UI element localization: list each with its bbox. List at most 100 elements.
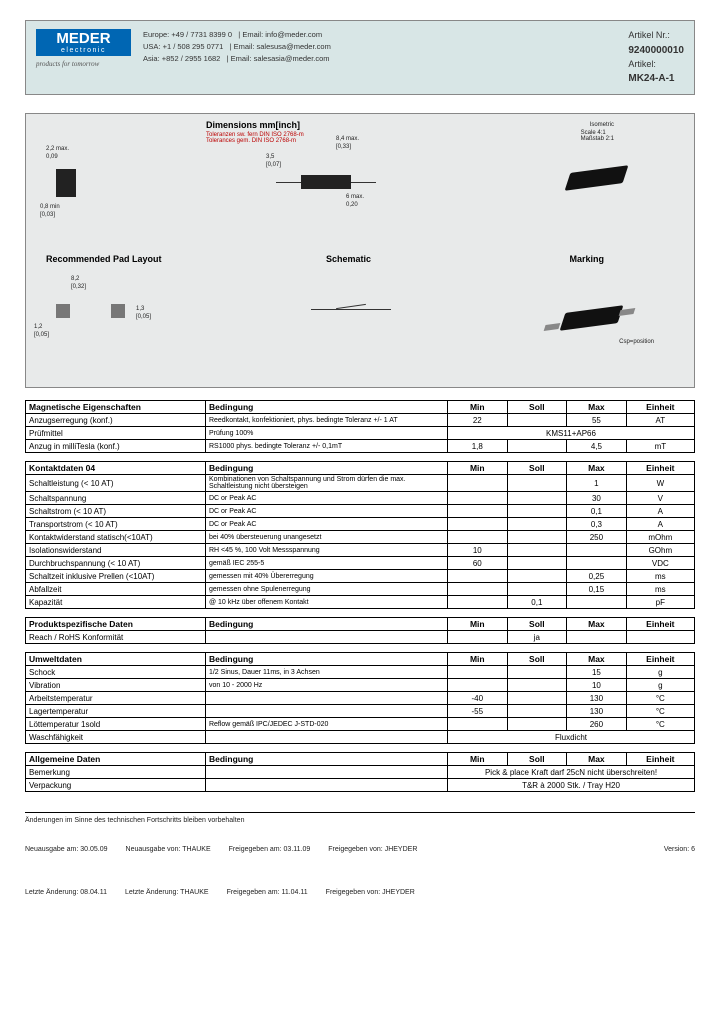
dim-p3: 1,3 bbox=[136, 306, 144, 312]
cell-max: 260 bbox=[567, 718, 627, 731]
cell-name: Löttemperatur 1sold bbox=[26, 718, 206, 731]
th-min: Min bbox=[448, 653, 508, 666]
table-row: Durchbruchspannung (< 10 AT)gemäß IEC 25… bbox=[26, 557, 695, 570]
cell-max: 0,15 bbox=[567, 583, 627, 596]
cell-name: Isolationswiderstand bbox=[26, 544, 206, 557]
cell-name: Waschfähigkeit bbox=[26, 731, 206, 744]
cell-soll bbox=[507, 718, 567, 731]
cell-soll bbox=[507, 544, 567, 557]
artikel-nr-label: Artikel Nr.: bbox=[628, 29, 684, 43]
th-einheit: Einheit bbox=[626, 618, 694, 631]
freigabe2-d: 11.04.11 bbox=[281, 889, 307, 896]
th-max: Max bbox=[567, 462, 627, 475]
dim-d4b: [0,33] bbox=[336, 144, 351, 150]
cell-name: Schaltspannung bbox=[26, 492, 206, 505]
table-umwelt: UmweltdatenBedingungMinSollMaxEinheitSch… bbox=[25, 652, 695, 744]
table-mag: Magnetische EigenschaftenBedingungMinSol… bbox=[25, 400, 695, 453]
cell-span: Pick & place Kraft darf 25cN nicht übers… bbox=[448, 766, 695, 779]
cell-min: -40 bbox=[448, 692, 508, 705]
th-bedingung: Bedingung bbox=[205, 618, 447, 631]
cell-name: Abfallzeit bbox=[26, 583, 206, 596]
cell-unit: g bbox=[626, 666, 694, 679]
cell-unit: mT bbox=[626, 440, 694, 453]
freigabe-d: 03.11.09 bbox=[284, 846, 311, 853]
table-row: Kapazität@ 10 kHz über offenem Kontakt0,… bbox=[26, 596, 695, 609]
cell-name: Anzugserregung (konf.) bbox=[26, 414, 206, 427]
cell-max: 10 bbox=[567, 679, 627, 692]
cell-cond: RH <45 %, 100 Volt Messspannung bbox=[205, 544, 447, 557]
dim-d2: 0,8 min bbox=[40, 204, 60, 210]
table-row: Löttemperatur 1soldReflow gemäß IPC/JEDE… bbox=[26, 718, 695, 731]
cell-max: 130 bbox=[567, 692, 627, 705]
cell-name: Arbeitstemperatur bbox=[26, 692, 206, 705]
artikel-block: Artikel Nr.: 9240000010 Artikel: MK24-A-… bbox=[628, 29, 684, 86]
table-row: PrüfmittelPrüfung 100%KMS11+AP66 bbox=[26, 427, 695, 440]
cell-cond: Prüfung 100% bbox=[205, 427, 447, 440]
cell-max: 130 bbox=[567, 705, 627, 718]
th-einheit: Einheit bbox=[626, 653, 694, 666]
cell-min bbox=[448, 518, 508, 531]
dim-p3b: [0,05] bbox=[136, 314, 151, 320]
contact-block: Europe: +49 / 7731 8399 0 | Email: info@… bbox=[143, 29, 616, 65]
cell-max bbox=[567, 631, 627, 644]
cell-soll bbox=[507, 518, 567, 531]
th-soll: Soll bbox=[507, 753, 567, 766]
cell-soll bbox=[507, 666, 567, 679]
logo-sub: electronic bbox=[36, 47, 131, 56]
th-title: Umweltdaten bbox=[26, 653, 206, 666]
letzte-l: Letzte Änderung: bbox=[25, 889, 78, 896]
cell-cond: bei 40% übersteuerung unangesetzt bbox=[205, 531, 447, 544]
table-row: Schaltstrom (< 10 AT)DC or Peak AC0,1A bbox=[26, 505, 695, 518]
th-min: Min bbox=[448, 753, 508, 766]
cell-unit: pF bbox=[626, 596, 694, 609]
dim-p1b: [0,32] bbox=[71, 284, 86, 290]
cell-unit: A bbox=[626, 518, 694, 531]
cell-min bbox=[448, 718, 508, 731]
component-side bbox=[301, 175, 351, 189]
freigabe2-von: JHEYDER bbox=[382, 889, 415, 896]
th-einheit: Einheit bbox=[626, 401, 694, 414]
cell-name: Vibration bbox=[26, 679, 206, 692]
component-front bbox=[56, 169, 76, 197]
neuausgabe-d: 30.05.09 bbox=[80, 846, 107, 853]
cell-min bbox=[448, 631, 508, 644]
cell-name: Kontaktwiderstand statisch(<10AT) bbox=[26, 531, 206, 544]
table-allg: Allgemeine DatenBedingungMinSollMaxEinhe… bbox=[25, 752, 695, 792]
letzte-von: THAUKE bbox=[180, 889, 208, 896]
footer-note: Änderungen im Sinne des technischen Fort… bbox=[25, 817, 695, 824]
cell-cond bbox=[205, 779, 447, 792]
cell-soll bbox=[507, 492, 567, 505]
table-kontakt: Kontaktdaten 04BedingungMinSollMaxEinhei… bbox=[25, 461, 695, 609]
th-soll: Soll bbox=[507, 462, 567, 475]
cell-soll bbox=[507, 414, 567, 427]
artikel-value: MK24-A-1 bbox=[628, 71, 684, 86]
cell-max: 30 bbox=[567, 492, 627, 505]
table-row: Vibrationvon 10 - 2000 Hz10g bbox=[26, 679, 695, 692]
th-title: Allgemeine Daten bbox=[26, 753, 206, 766]
cell-name: Bemerkung bbox=[26, 766, 206, 779]
dim-d3: 3,5 bbox=[266, 154, 274, 160]
cell-soll bbox=[507, 705, 567, 718]
cell-name: Transportstrom (< 10 AT) bbox=[26, 518, 206, 531]
table-row: Schock1/2 Sinus, Dauer 11ms, in 3 Achsen… bbox=[26, 666, 695, 679]
table-row: Anzug in milliTesla (konf.)RS1000 phys. … bbox=[26, 440, 695, 453]
cell-unit: W bbox=[626, 475, 694, 492]
cell-soll: ja bbox=[507, 631, 567, 644]
tagline: products for tomorrow bbox=[36, 60, 131, 68]
diagram-panel: Dimensions mm[inch] Toleranzen sw. fern … bbox=[25, 113, 695, 388]
cell-unit bbox=[626, 631, 694, 644]
th-max: Max bbox=[567, 753, 627, 766]
cell-min bbox=[448, 492, 508, 505]
th-bedingung: Bedingung bbox=[205, 653, 447, 666]
cell-name: Verpackung bbox=[26, 779, 206, 792]
cell-cond bbox=[205, 631, 447, 644]
freigabe2-von-l: Freigegeben von: bbox=[326, 889, 380, 896]
table-row: Kontaktwiderstand statisch(<10AT)bei 40%… bbox=[26, 531, 695, 544]
th-soll: Soll bbox=[507, 401, 567, 414]
cell-unit: ms bbox=[626, 583, 694, 596]
cell-soll bbox=[507, 583, 567, 596]
schematic-title: Schematic bbox=[326, 254, 371, 264]
cell-cond: DC or Peak AC bbox=[205, 505, 447, 518]
cell-cond: gemessen mit 40% Übererregung bbox=[205, 570, 447, 583]
cell-name: Anzug in milliTesla (konf.) bbox=[26, 440, 206, 453]
